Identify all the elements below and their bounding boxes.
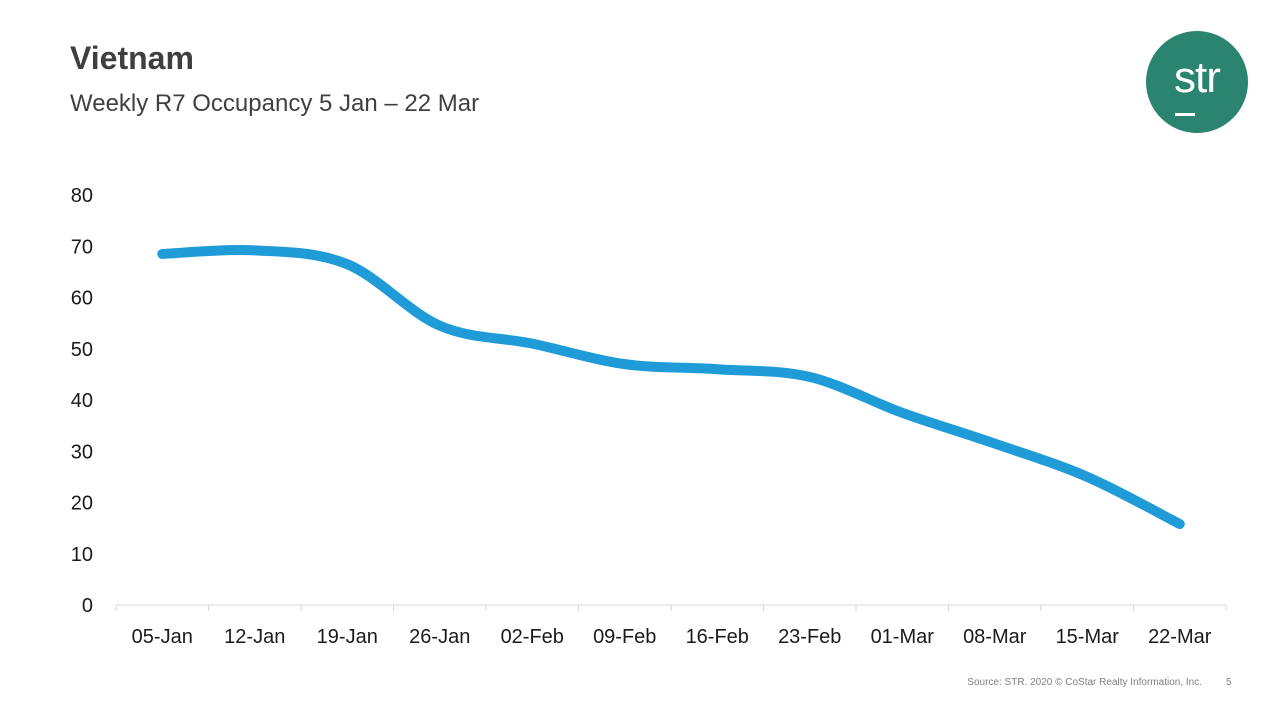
data-point: [342, 259, 352, 269]
y-tick-label: 0: [82, 595, 93, 617]
page-number: 5: [1226, 677, 1232, 688]
series-line-vietnam: [157, 245, 1185, 530]
y-axis: 0 10 20 30 40 50 60 70 80: [71, 185, 93, 617]
x-tick-label: 26-Jan: [409, 626, 470, 648]
data-point: [990, 439, 1000, 449]
y-tick-label: 60: [71, 288, 93, 310]
data-point: [620, 359, 630, 369]
logo-text: str: [1174, 53, 1221, 102]
x-tick-label: 15-Mar: [1056, 626, 1120, 648]
y-tick-label: 50: [71, 339, 93, 361]
y-tick-label: 70: [71, 236, 93, 258]
str-logo: str: [1146, 31, 1248, 133]
y-tick-label: 40: [71, 390, 93, 412]
source-note: Source: STR. 2020 © CoStar Realty Inform…: [967, 677, 1202, 688]
data-point: [1175, 519, 1185, 529]
data-point: [435, 321, 445, 331]
data-point: [1082, 472, 1092, 482]
data-point: [805, 372, 815, 382]
data-point: [712, 364, 722, 374]
y-tick-label: 30: [71, 441, 93, 463]
slide-subtitle: Weekly R7 Occupancy 5 Jan – 22 Mar: [70, 90, 480, 117]
x-tick-label: 12-Jan: [224, 626, 285, 648]
x-tick-label: 22-Mar: [1148, 626, 1212, 648]
x-tick-label: 23-Feb: [778, 626, 841, 648]
data-point: [897, 408, 907, 418]
x-tick-label: 05-Jan: [132, 626, 193, 648]
x-tick-label: 08-Mar: [963, 626, 1027, 648]
data-point: [250, 245, 260, 255]
y-tick-label: 10: [71, 544, 93, 566]
slide-title: Vietnam: [70, 40, 194, 76]
data-point: [157, 249, 167, 259]
logo-underline: [1175, 113, 1195, 116]
x-axis: 05-Jan 12-Jan 19-Jan 26-Jan 02-Feb 09-Feb 16-F…: [115, 604, 1227, 648]
x-tick-label: 19-Jan: [317, 626, 378, 648]
data-point: [527, 339, 537, 349]
x-tick-label: 01-Mar: [871, 626, 935, 648]
x-tick-label: 02-Feb: [501, 626, 564, 648]
x-tick-label: 09-Feb: [593, 626, 656, 648]
y-tick-label: 80: [71, 185, 93, 207]
y-tick-label: 20: [71, 493, 93, 515]
x-tick-label: 16-Feb: [686, 626, 749, 648]
series-group: [157, 245, 1185, 530]
